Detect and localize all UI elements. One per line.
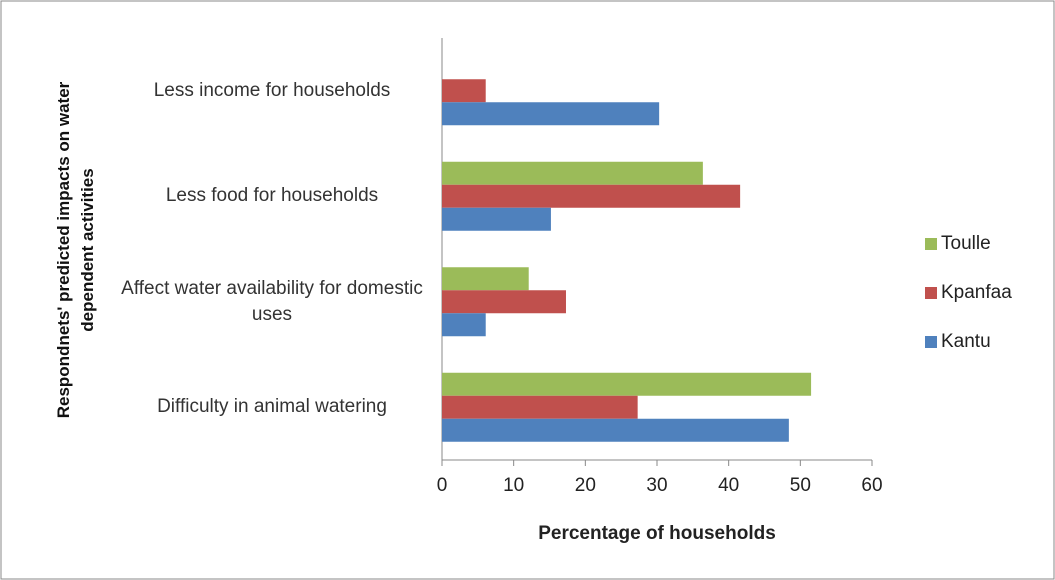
x-tick-label: 10 — [503, 475, 524, 496]
bar — [442, 102, 660, 126]
x-tick-label: 0 — [437, 475, 448, 496]
bar — [442, 267, 529, 291]
bar — [442, 79, 486, 103]
y-tick-label: Less income for households — [153, 79, 391, 101]
x-tick-label: 60 — [861, 475, 882, 496]
legend-swatch — [925, 287, 937, 299]
legend-label: Kpanfaa — [941, 282, 1012, 303]
bar — [442, 207, 551, 231]
legend-label: Kantu — [941, 331, 991, 352]
bar — [442, 184, 741, 208]
y-tick-label: Less food for households — [165, 185, 379, 207]
legend-swatch — [925, 238, 937, 250]
x-tick-label: 20 — [575, 475, 596, 496]
bar — [442, 418, 789, 442]
x-tick-label: 30 — [646, 475, 667, 496]
x-axis-title: Percentage of households — [538, 523, 776, 544]
bar — [442, 372, 812, 396]
bar — [442, 290, 566, 314]
bar — [442, 395, 638, 419]
legend-swatch — [925, 336, 937, 348]
bar — [442, 161, 703, 185]
legend-label: Toulle — [941, 233, 991, 254]
x-tick-label: 40 — [718, 475, 739, 496]
y-tick-label: Difficulty in animal watering — [157, 396, 387, 418]
y-axis-title: Respondnets' predicted impacts on water … — [54, 81, 97, 419]
x-tick-label: 50 — [790, 475, 811, 496]
y-tick-label: Affect water availability for domestic u… — [121, 277, 423, 325]
bar — [442, 313, 486, 337]
